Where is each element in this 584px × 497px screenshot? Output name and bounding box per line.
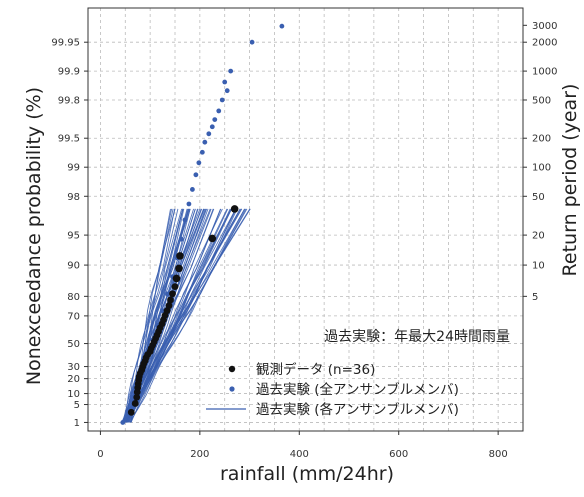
ensemble-point (212, 117, 218, 122)
observed-point (165, 302, 173, 309)
legend-marker-all-members (229, 386, 235, 392)
right-tick-label: 10 (532, 261, 545, 272)
left-tick-label: 99.8 (58, 95, 80, 106)
ensemble-point (219, 97, 225, 103)
observed-point (133, 393, 141, 401)
left-tick-label: 1 (74, 418, 80, 429)
ensemble-member-line (129, 208, 248, 423)
ensemble-point (165, 291, 170, 297)
ensemble-point (196, 160, 202, 166)
ensemble-point (182, 217, 188, 223)
y-axis-title-left: Nonexceedance probability (%) (23, 87, 45, 385)
ensemble-point (120, 420, 126, 425)
ensemble-member-line (126, 208, 228, 423)
observed-point (169, 290, 176, 298)
ensemble-point (249, 39, 255, 45)
right-tick-label: 1000 (532, 67, 557, 78)
ensemble-point (199, 149, 205, 155)
ensemble-point (224, 88, 230, 94)
left-tick-label: 5 (74, 400, 80, 411)
left-tick-label: 30 (67, 362, 80, 373)
ensemble-point (193, 172, 199, 178)
legend: 観測データ (n=36) 過去実験 (全アンサンブルメンバ) 過去実験 (各アン… (206, 361, 459, 418)
left-tick-label: 99.9 (58, 67, 80, 78)
right-tick-label: 100 (532, 163, 551, 174)
ensemble-member-line (124, 208, 241, 423)
observed-point (172, 274, 181, 283)
ensemble-member-line (122, 208, 184, 423)
observed-point (176, 252, 184, 260)
left-tick-label: 99.95 (51, 38, 80, 49)
observed-point (163, 307, 171, 315)
left-tick-label: 50 (67, 339, 80, 350)
ensemble-member-line (124, 208, 171, 423)
right-tick-label: 2000 (532, 38, 557, 49)
left-tick-label: 99 (67, 163, 80, 174)
y-axis-title-right: Return period (year) (559, 84, 581, 277)
legend-label-each-member: 過去実験 (各アンサンブルメンバ) (256, 401, 459, 418)
x-tick-label: 800 (489, 449, 508, 460)
ensemble-point (222, 79, 228, 85)
chart-text: 過去実験：年最大24時間雨量 rainfall (mm/24hr) Nonexc… (23, 84, 581, 485)
legend-label-observed: 観測データ (n=36) (256, 361, 375, 378)
ensemble-point (160, 308, 165, 314)
x-tick-label: 0 (97, 449, 103, 460)
annotation-label: 過去実験：年最大24時間雨量 (324, 329, 510, 345)
left-tick-label: 95 (67, 231, 80, 242)
left-tick-label: 70 (67, 311, 80, 322)
observed-point (167, 296, 174, 304)
left-tick-label: 98 (67, 192, 80, 203)
left-tick-label: 80 (67, 292, 80, 303)
data-points (120, 23, 285, 425)
ensemble-point (179, 236, 184, 242)
ensemble-point (186, 201, 192, 207)
ensemble-point (228, 68, 234, 74)
ensemble-point (202, 139, 208, 145)
legend-marker-observed (228, 365, 236, 373)
ensemble-member-line (128, 208, 222, 423)
observed-point (230, 205, 239, 213)
ensemble-member-line (126, 208, 241, 423)
ensemble-point (206, 131, 212, 137)
ensemble-point (279, 23, 285, 29)
observed-point (208, 234, 217, 243)
x-axis-title: rainfall (mm/24hr) (220, 463, 394, 485)
observed-point (127, 408, 135, 416)
observed-point (175, 264, 183, 273)
observed-point (171, 283, 179, 291)
ensemble-point (209, 124, 215, 130)
right-tick-label: 200 (532, 134, 551, 145)
observed-point (131, 400, 139, 407)
right-tick-label: 3000 (532, 21, 557, 32)
x-tick-label: 400 (290, 449, 309, 460)
left-tick-label: 99.5 (58, 134, 80, 145)
plot-frame (87, 7, 524, 432)
x-tick-label: 600 (389, 449, 408, 460)
right-tick-label: 20 (532, 231, 545, 242)
x-tick-label: 200 (190, 449, 209, 460)
right-tick-label: 50 (532, 192, 545, 203)
right-tick-label: 500 (532, 95, 551, 106)
ensemble-point (216, 108, 222, 114)
ensemble-point (190, 187, 195, 192)
ensemble-member-line (124, 208, 237, 423)
left-tick-label: 20 (67, 374, 80, 385)
axes: 0 200 400 600 800151020305070809095989999.59… (51, 7, 557, 460)
legend-label-all-members: 過去実験 (全アンサンブルメンバ) (256, 381, 459, 398)
left-tick-label: 10 (67, 389, 80, 400)
left-tick-label: 90 (67, 261, 80, 272)
ensemble-member-line (126, 208, 237, 423)
right-tick-label: 5 (532, 292, 538, 303)
